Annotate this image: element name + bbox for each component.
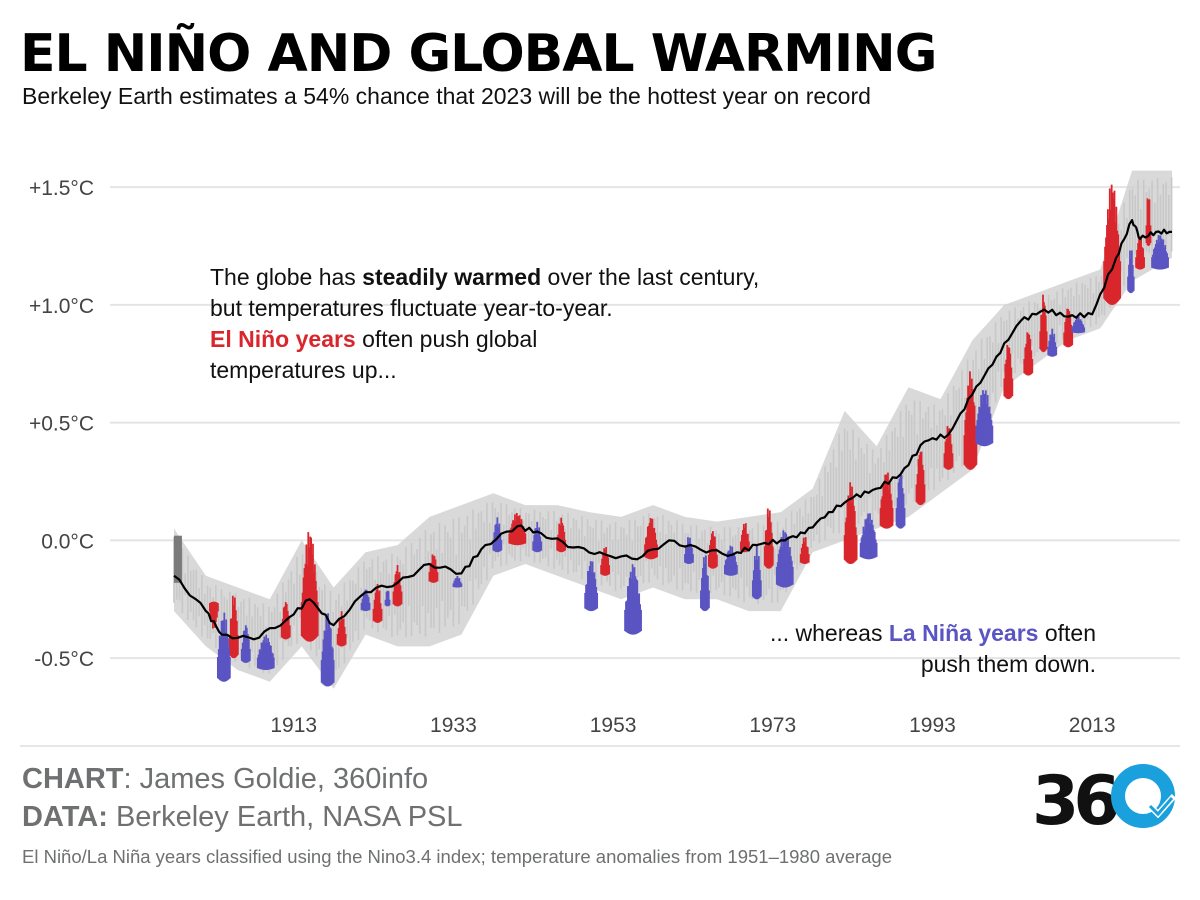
- la-nina-segment: [320, 613, 335, 687]
- el-nino-segment: [1003, 344, 1014, 400]
- la-nina-segment: [360, 589, 371, 612]
- x-tick-label: 1933: [430, 714, 477, 737]
- la-nina-segment: [452, 575, 463, 588]
- la-nina-segment: [775, 530, 794, 588]
- annotation-la-nina: ... whereas La Niña years often push the…: [770, 618, 1096, 680]
- data-credit-label: DATA:: [22, 801, 108, 833]
- la-nina-segment: [216, 612, 231, 682]
- 360info-logo[interactable]: 36 360: [1030, 762, 1181, 841]
- el-nino-segment: [1063, 308, 1074, 348]
- y-tick-label: +1.0°C: [29, 295, 94, 318]
- la-nina-segment: [975, 390, 994, 447]
- ann-text: over the last century,: [541, 264, 760, 290]
- y-tick-label: +1.5°C: [29, 177, 94, 200]
- logo-text: 360: [1180, 762, 1181, 763]
- el-nino-segment: [372, 583, 383, 623]
- el-nino-segment: [763, 508, 774, 569]
- el-nino-segment: [843, 482, 858, 564]
- la-nina-segment: [751, 545, 762, 600]
- annotation-el-nino: The globe has steadily warmed over the l…: [210, 262, 759, 386]
- el-nino-segment: [1023, 332, 1034, 376]
- ann-el-nino-years: El Niño years: [210, 326, 356, 352]
- x-tick-label: 1993: [909, 714, 956, 737]
- ann-text: often push global: [355, 326, 538, 352]
- page-subtitle: Berkeley Earth estimates a 54% chance th…: [22, 83, 871, 109]
- x-tick-label: 1953: [590, 714, 637, 737]
- la-nina-segment: [700, 555, 710, 612]
- la-nina-series: [216, 235, 1169, 687]
- el-nino-segment: [1039, 294, 1048, 352]
- ann-text: push them down.: [920, 651, 1096, 677]
- la-nina-segment: [384, 590, 391, 607]
- x-tick-label: 1913: [270, 714, 317, 737]
- y-tick-label: 0.0°C: [41, 530, 94, 553]
- temperature-anomaly-chart: +1.5°C+1.0°C+0.5°C0.0°C-0.5°C 1913 1933 19…: [20, 170, 1180, 747]
- la-nina-segment: [532, 521, 543, 553]
- el-nino-segment: [556, 517, 567, 553]
- unclassified-block: [173, 535, 182, 583]
- neutral-band: [174, 170, 1172, 689]
- el-nino-segment: [600, 547, 611, 576]
- y-tick-label: -0.5°C: [34, 648, 94, 671]
- el-nino-segment: [1145, 198, 1152, 246]
- el-nino-segment: [915, 451, 926, 506]
- la-nina-segment: [1071, 316, 1086, 334]
- el-nino-segment: [799, 537, 810, 564]
- ann-text: ... whereas: [769, 620, 889, 646]
- x-tick-label: 2013: [1069, 714, 1116, 737]
- la-nina-segment: [624, 564, 642, 635]
- ann-la-nina-years: La Niña years: [888, 620, 1039, 646]
- enso-year-bars: [208, 184, 1169, 687]
- page-title: EL NIÑO AND GLOBAL WARMING: [20, 24, 937, 84]
- trend-line: [173, 219, 1172, 641]
- la-nina-segment: [859, 513, 878, 560]
- chart-credit: CHART: James Goldie, 360info: [22, 762, 428, 796]
- la-nina-segment: [584, 561, 599, 612]
- neutral-years-band: [173, 170, 1173, 689]
- ann-text: often: [1038, 620, 1096, 646]
- el-nino-series: [208, 184, 1152, 659]
- la-nina-segment: [1151, 235, 1169, 270]
- y-tick-label: +0.5°C: [29, 413, 94, 436]
- data-credit-value: Berkeley Earth, NASA PSL: [107, 801, 463, 833]
- ann-text: The globe has: [210, 264, 363, 290]
- ann-steadily-warmed: steadily warmed: [362, 264, 542, 290]
- x-axis-labels: 1913 1933 1953 1973 1993 2013: [270, 714, 1115, 737]
- la-nina-segment: [684, 537, 694, 564]
- x-tick-label: 1973: [749, 714, 796, 737]
- ann-text: but temperatures fluctuate year-to-year.: [210, 295, 613, 321]
- data-credit: DATA: Berkeley Earth, NASA PSL: [22, 800, 463, 834]
- ann-text: temperatures up...: [210, 357, 397, 383]
- la-nina-segment: [1047, 328, 1058, 357]
- la-nina-segment: [1127, 250, 1135, 294]
- la-nina-segment: [256, 634, 275, 670]
- trend-line-group: [173, 219, 1172, 641]
- el-nino-segment: [1103, 184, 1122, 305]
- el-nino-segment: [1135, 236, 1145, 270]
- la-nina-segment: [895, 475, 906, 529]
- y-axis-labels: +1.5°C +1.0°C +0.5°C 0.0°C -0.5°C: [29, 177, 94, 671]
- footnote: El Niño/La Niña years classified using t…: [22, 846, 893, 867]
- chart-credit-label: CHART: [22, 763, 124, 795]
- svg-text:36: 36: [1032, 762, 1117, 832]
- el-nino-segment: [879, 472, 894, 529]
- chart-credit-value: : James Goldie, 360info: [123, 763, 429, 795]
